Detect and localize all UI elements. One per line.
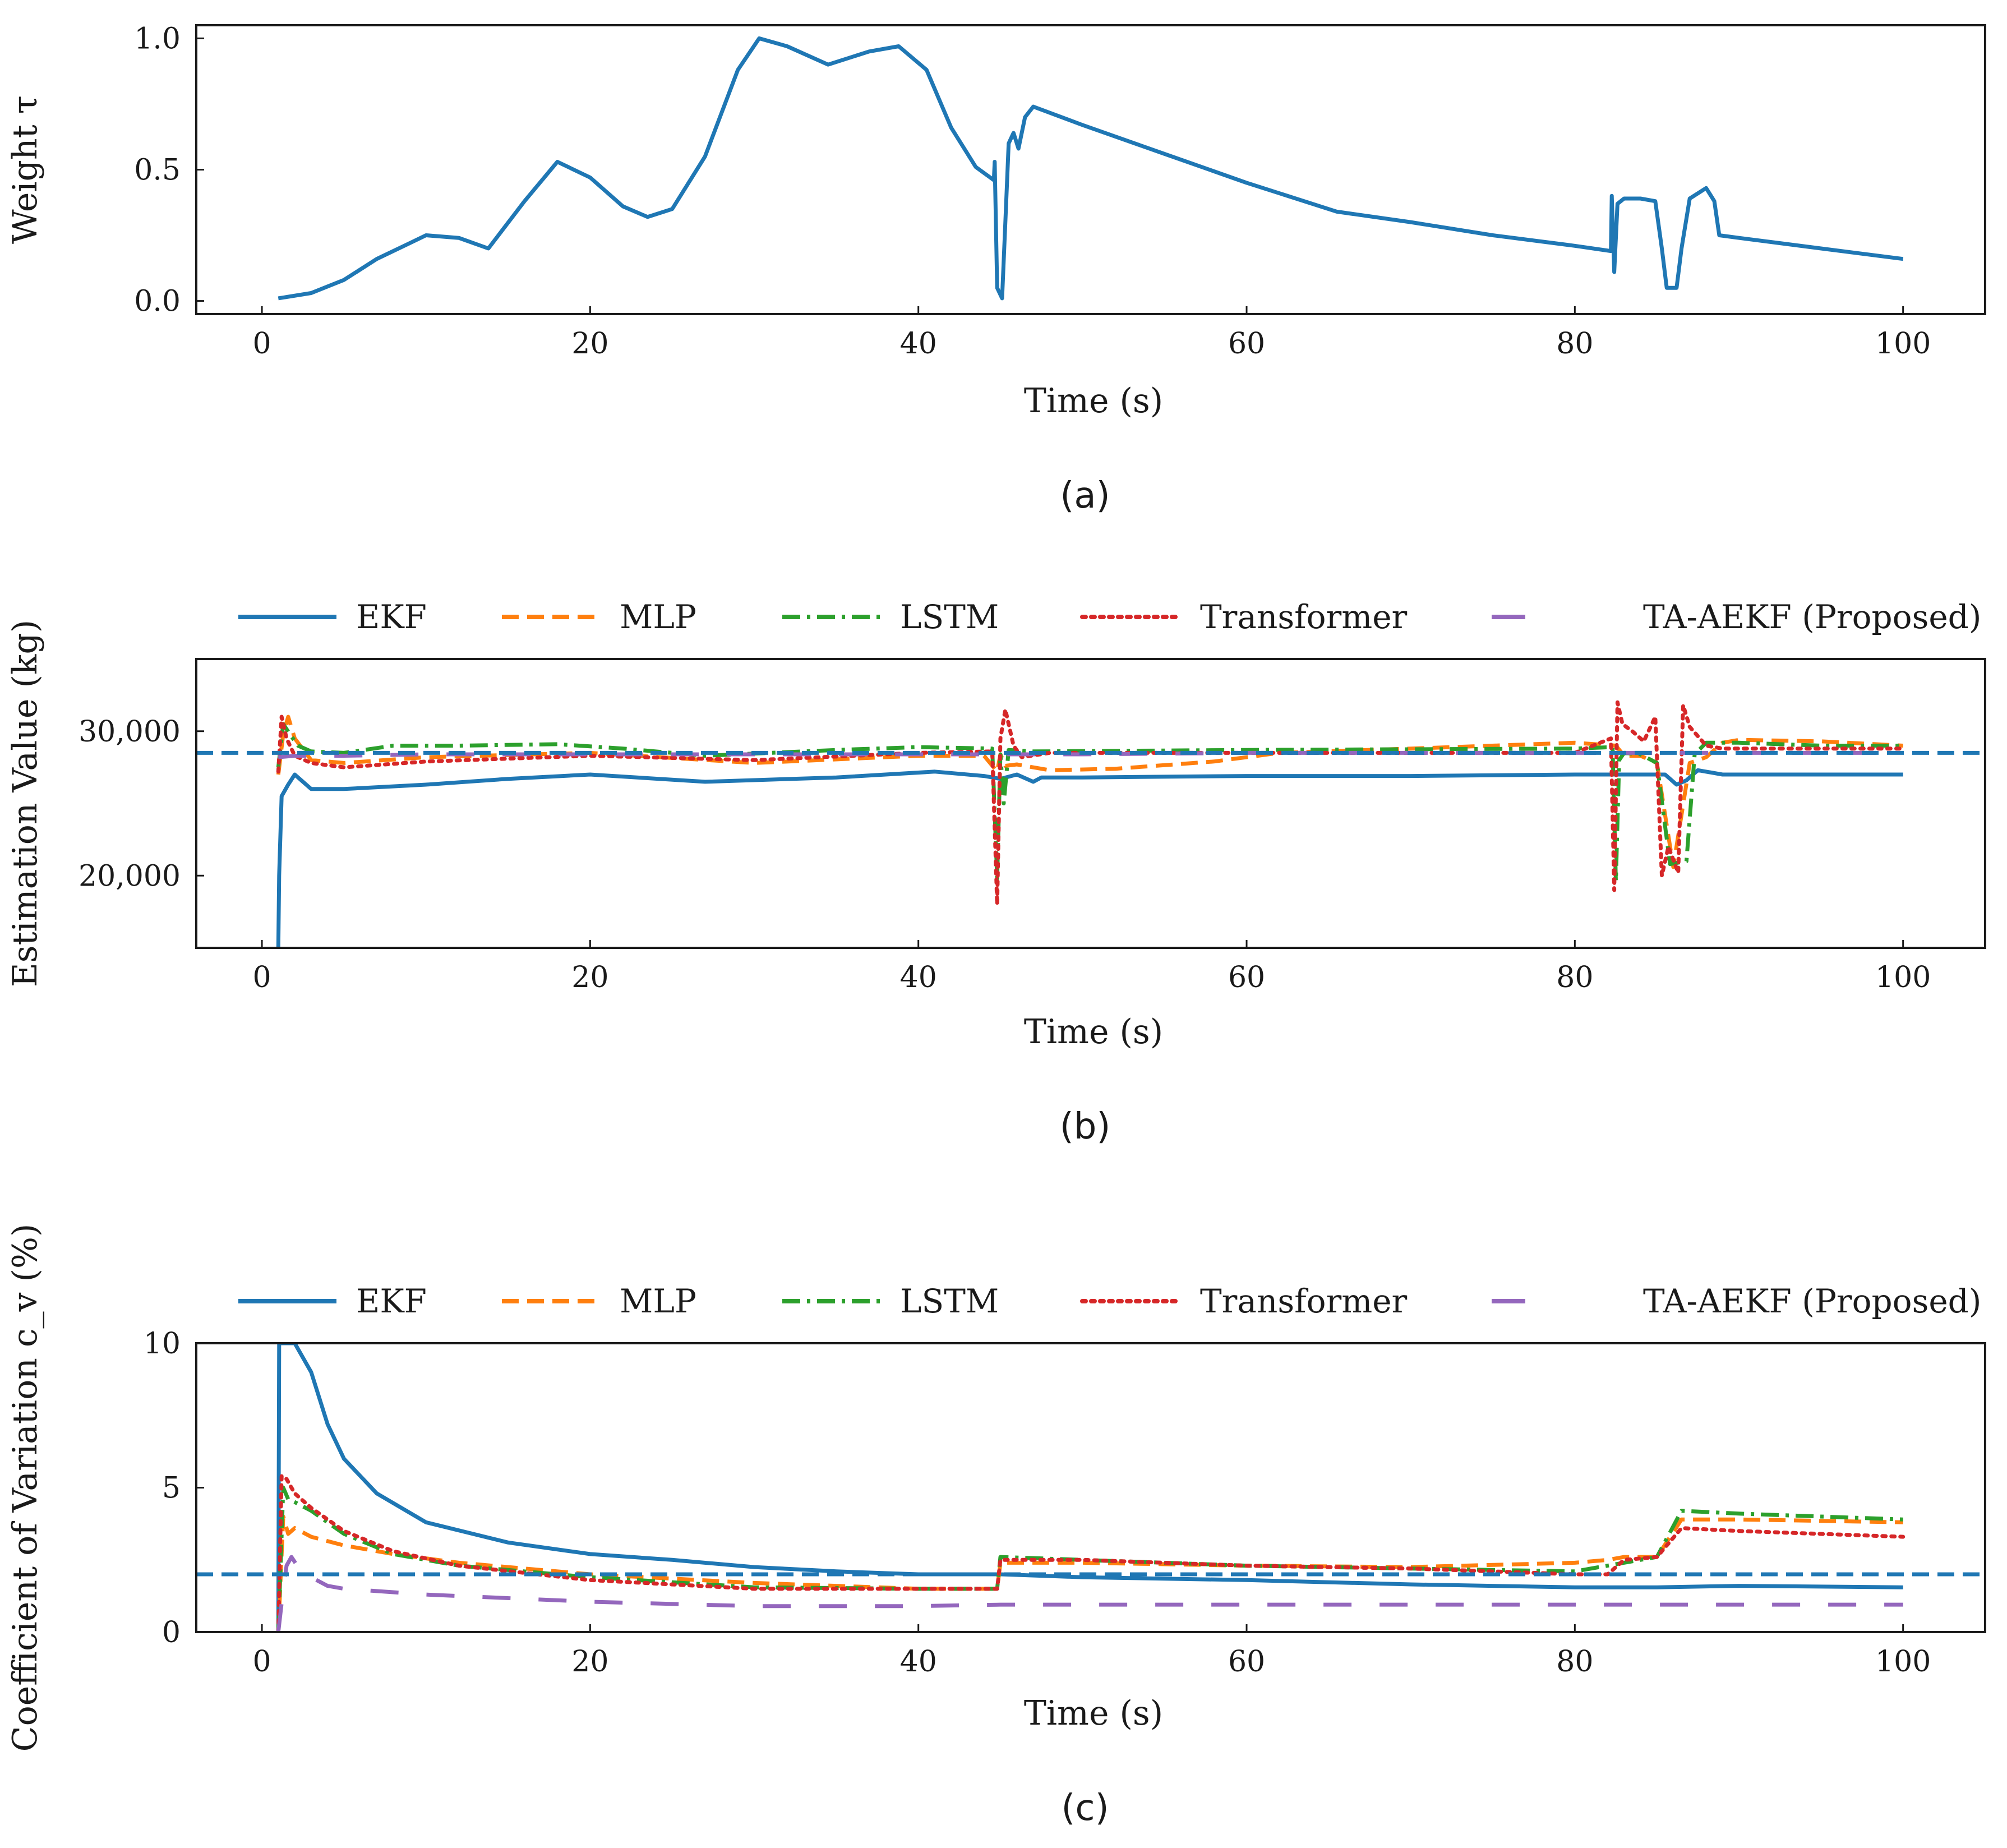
x-tick-label: 60 — [1228, 1645, 1265, 1679]
y-tick-label: 30,000 — [79, 715, 181, 749]
chart-panel-b: 0 20 40 60 80 100 20,000 30,000 Time (s) Estimati… — [6, 598, 1986, 1147]
legend-label: MLP — [620, 598, 696, 636]
x-tick-label: 40 — [900, 1645, 937, 1679]
x-tick-label: 40 — [900, 961, 937, 994]
legend-label: TA-AEKF (Proposed) — [1643, 1282, 1981, 1320]
series-line-transformer — [276, 700, 1906, 907]
series-line-ekf — [278, 36, 1904, 301]
y-tick-label: 0.0 — [134, 285, 181, 319]
panel-label: (b) — [1060, 1106, 1111, 1147]
legend-label: MLP — [620, 1282, 696, 1320]
x-axis-label: Time (s) — [1024, 381, 1163, 421]
series-line-transformer — [276, 1474, 1906, 1632]
x-tick-label: 80 — [1556, 961, 1593, 994]
legend-label: EKF — [356, 1282, 427, 1320]
legend-label: LSTM — [900, 598, 999, 636]
plot-area — [278, 36, 1904, 301]
x-tick-label: 80 — [1556, 327, 1593, 361]
y-tick-label: 10 — [144, 1327, 181, 1361]
x-tick-label: 100 — [1875, 327, 1931, 361]
panel-label: (a) — [1060, 475, 1110, 517]
legend: EKF MLP LSTM Transformer TA-AEKF (Proposed) — [238, 598, 1981, 636]
legend: EKF MLP LSTM Transformer TA-AEKF (Proposed) — [238, 1282, 1981, 1320]
axes-frame — [195, 24, 1986, 315]
y-tick-label: 20,000 — [79, 859, 181, 893]
x-tick-label: 0 — [253, 1645, 271, 1679]
x-tick-label: 0 — [253, 961, 271, 994]
x-tick-label: 60 — [1228, 961, 1265, 994]
y-axis-label: Estimation Value (kg) — [6, 620, 45, 987]
x-tick-label: 60 — [1228, 327, 1265, 361]
legend-label: Transformer — [1200, 1282, 1408, 1320]
axes-frame — [195, 658, 1986, 949]
x-tick-label: 100 — [1875, 1645, 1931, 1679]
axes-frame — [195, 1342, 1986, 1633]
x-tick-label: 80 — [1556, 1645, 1593, 1679]
y-tick-label: 0.5 — [134, 154, 181, 187]
y-axis-label: Weight τ — [6, 95, 45, 244]
x-tick-label: 40 — [900, 327, 937, 361]
x-axis-label: Time (s) — [1024, 1012, 1163, 1052]
chart-panel-c: 0 20 40 60 80 100 0 5 10 Time (s) Coefficient of V… — [6, 1224, 1986, 1829]
x-tick-label: 100 — [1875, 961, 1931, 994]
x-tick-label: 20 — [571, 961, 608, 994]
x-axis-label: Time (s) — [1024, 1694, 1163, 1733]
x-tick-label: 20 — [571, 327, 608, 361]
legend-label: EKF — [356, 598, 427, 636]
y-axis-label: Coefficient of Variation c_v (%) — [6, 1224, 45, 1752]
legend-label: LSTM — [900, 1282, 999, 1320]
legend-label: Transformer — [1200, 598, 1408, 636]
series-line-ta-aekf-proposed- — [276, 1555, 1903, 1632]
y-tick-label: 0 — [162, 1616, 181, 1649]
chart-panel-a: 0 20 40 60 80 100 0.0 0.5 1.0 Time (s) Weight τ (a) — [6, 22, 1986, 517]
y-tick-label: 5 — [162, 1472, 181, 1505]
legend-label: TA-AEKF (Proposed) — [1643, 598, 1981, 636]
panel-label: (c) — [1061, 1787, 1109, 1829]
series-line-mlp — [276, 1514, 1903, 1632]
x-tick-label: 0 — [253, 327, 271, 361]
x-tick-label: 20 — [571, 1645, 608, 1679]
series-line-ekf — [276, 1343, 1903, 1632]
y-tick-label: 1.0 — [134, 22, 181, 56]
series-line-ekf — [276, 768, 1903, 948]
series-line-mlp — [276, 715, 1903, 869]
plot-area — [276, 700, 1906, 948]
plot-area — [276, 1343, 1906, 1632]
